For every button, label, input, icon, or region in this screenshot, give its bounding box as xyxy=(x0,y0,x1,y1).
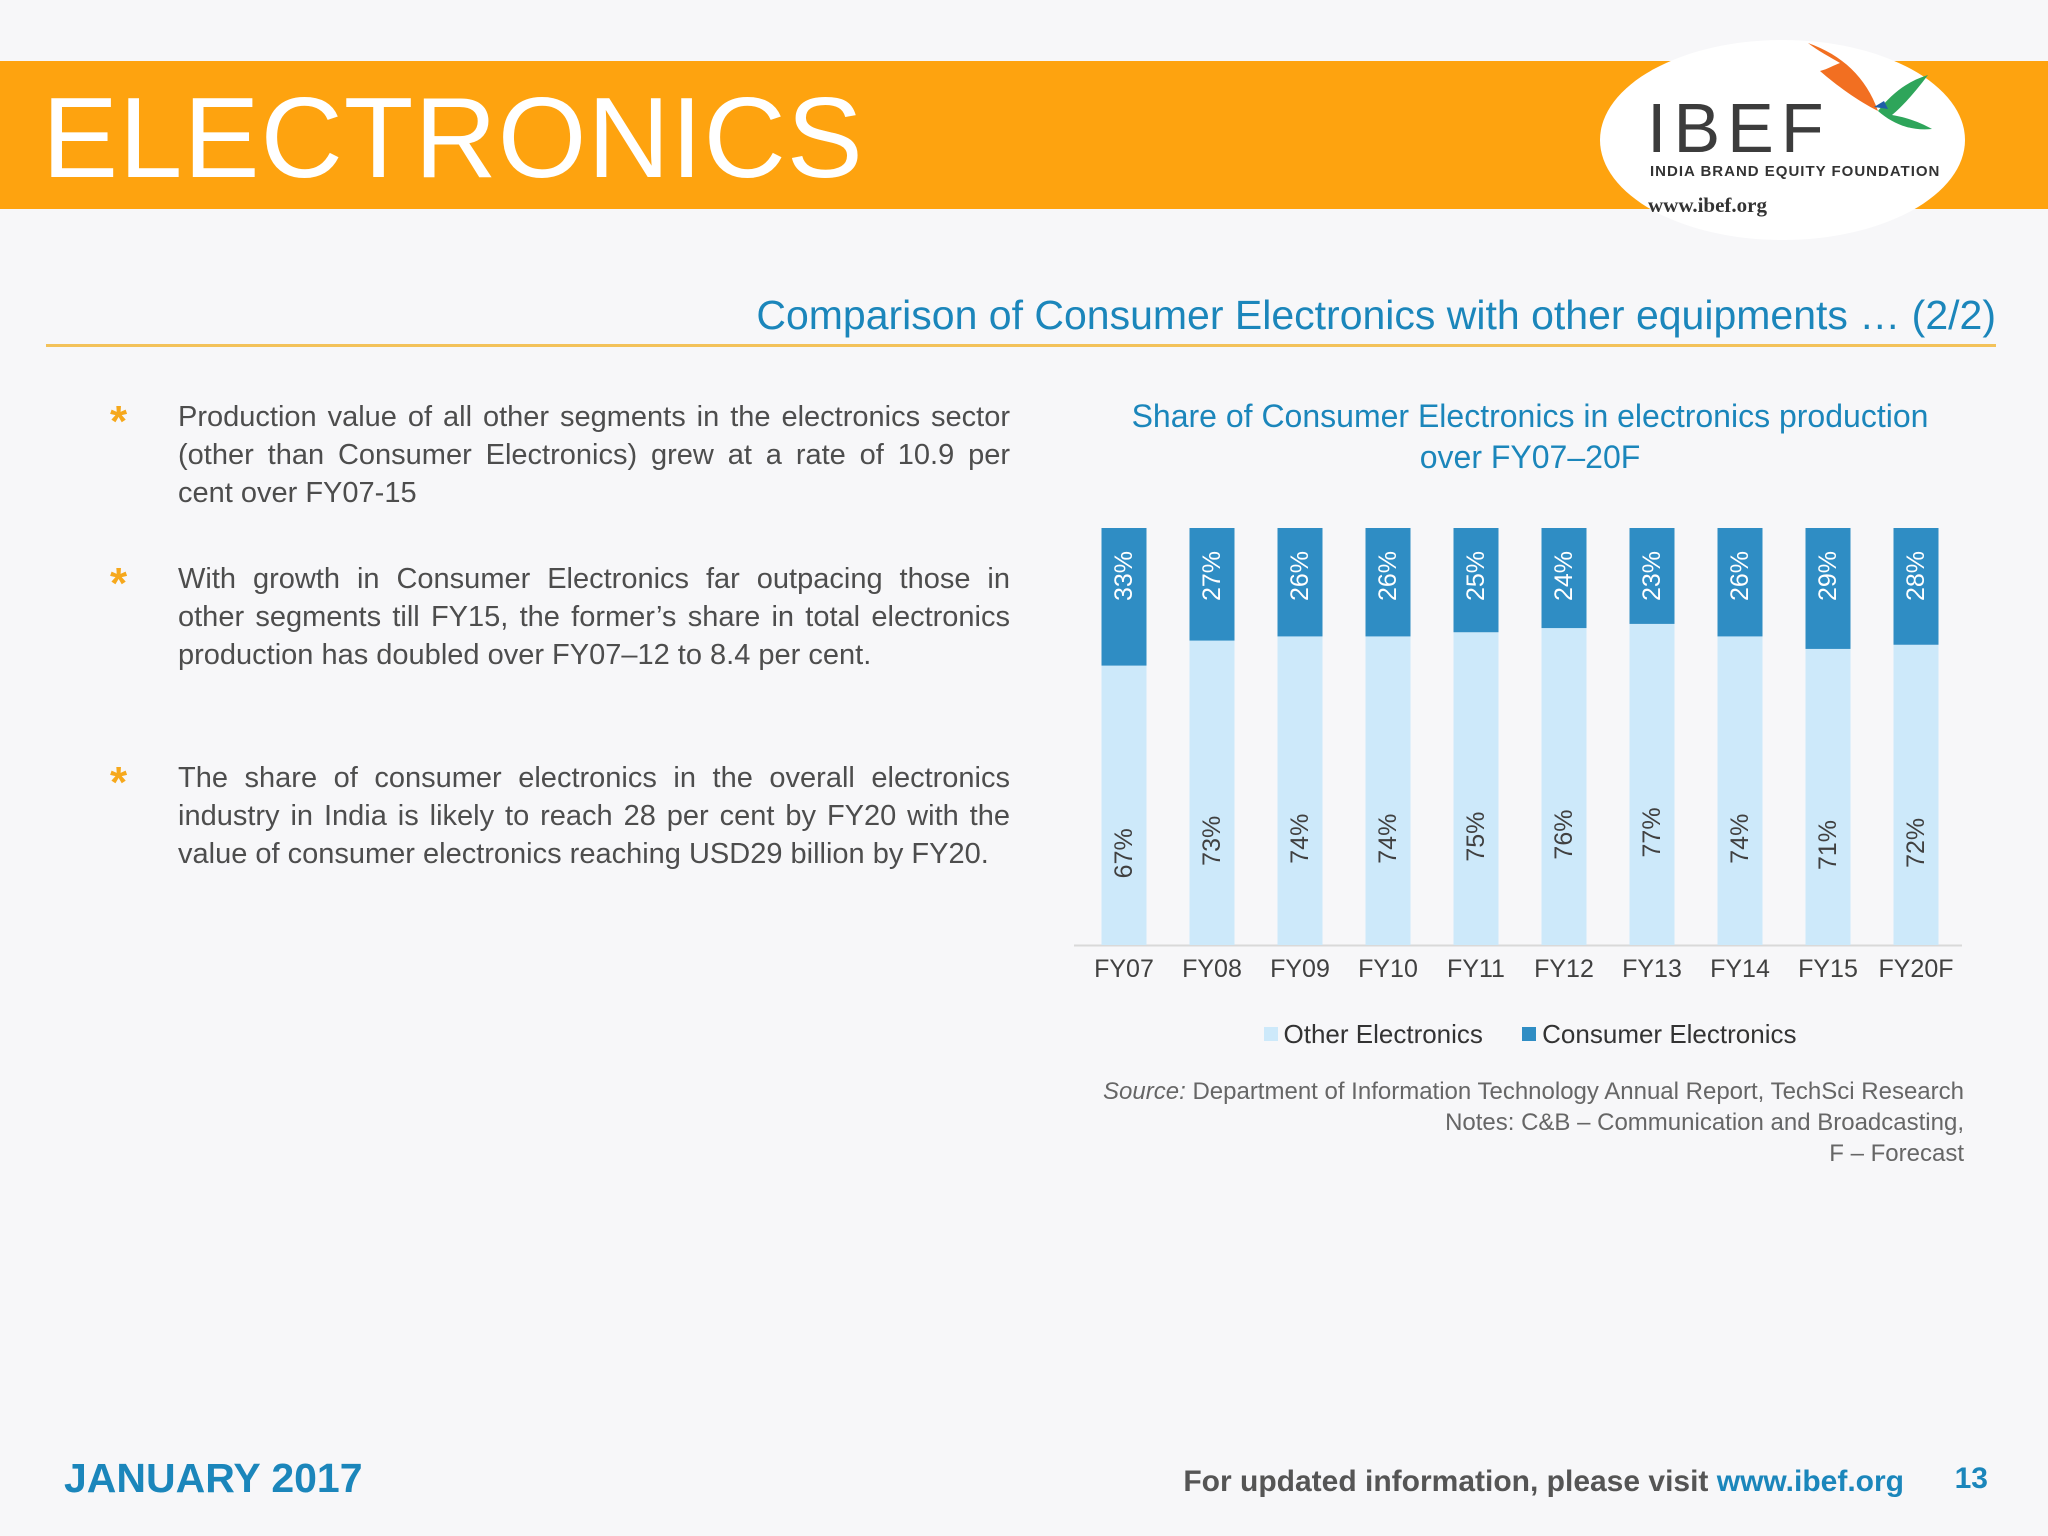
data-label-consumer-electronics-fy14: 26% xyxy=(1726,551,1754,601)
legend-item-consumer-electronics: Consumer Electronics xyxy=(1522,1017,1796,1051)
asterisk-bullet-icon: * xyxy=(110,397,128,446)
bar-other-electronics-fy12 xyxy=(1541,628,1587,945)
x-tick-label-fy11: FY11 xyxy=(1447,955,1505,983)
asterisk-bullet-icon: * xyxy=(110,559,128,608)
data-label-other-electronics-fy20f: 72% xyxy=(1902,818,1930,868)
bullet-text: Production value of all other segments i… xyxy=(178,401,1010,509)
x-tick-label-fy07: FY07 xyxy=(1094,955,1154,983)
notes-line: F – Forecast xyxy=(1829,1140,1964,1167)
data-label-other-electronics-fy13: 77% xyxy=(1638,807,1666,857)
data-label-other-electronics-fy10: 74% xyxy=(1374,814,1402,864)
bar-other-electronics-fy20f xyxy=(1893,644,1939,945)
source-text: Department of Information Technology Ann… xyxy=(1192,1078,1964,1105)
bullet-item: * Production value of all other segments… xyxy=(110,398,1010,512)
bar-other-electronics-fy11 xyxy=(1453,632,1499,945)
data-label-consumer-electronics-fy12: 24% xyxy=(1550,551,1578,601)
bar-consumer-electronics-fy07 xyxy=(1101,528,1147,666)
x-tick-label-fy20f: FY20F xyxy=(1878,955,1953,983)
bullet-item: * With growth in Consumer Electronics fa… xyxy=(110,560,1010,674)
bar-other-electronics-fy07 xyxy=(1101,665,1147,945)
legend-swatch-other-electronics xyxy=(1263,1027,1278,1042)
bar-consumer-electronics-fy12 xyxy=(1541,528,1587,629)
x-tick-label-fy15: FY15 xyxy=(1798,955,1858,983)
chart-title: Share of Consumer Electronics in electro… xyxy=(1131,398,1929,475)
data-label-consumer-electronics-fy15: 29% xyxy=(1814,551,1842,601)
data-label-consumer-electronics-fy13: 23% xyxy=(1638,551,1666,601)
bar-consumer-electronics-fy20f xyxy=(1893,528,1939,645)
notes-line: Notes: C&B – Communication and Broadcast… xyxy=(1445,1109,1964,1136)
section-title: Comparison of Consumer Electronics with … xyxy=(756,292,1996,338)
data-label-other-electronics-fy12: 76% xyxy=(1550,810,1578,860)
bar-consumer-electronics-fy11 xyxy=(1453,528,1499,633)
data-label-other-electronics-fy08: 73% xyxy=(1198,816,1226,866)
data-label-consumer-electronics-fy11: 25% xyxy=(1462,551,1490,601)
logo-badge xyxy=(1600,40,1965,240)
bird-logo-icon xyxy=(1808,43,1932,130)
chart-legend: Other Electronics Consumer Electronics xyxy=(1130,1017,1930,1051)
bar-other-electronics-fy08 xyxy=(1189,640,1235,945)
bullet-text: The share of consumer electronics in the… xyxy=(178,762,1010,870)
logo-subtitle: INDIA BRAND EQUITY FOUNDATION xyxy=(1650,163,1941,180)
data-label-other-electronics-fy11: 75% xyxy=(1462,812,1490,862)
bar-consumer-electronics-fy13 xyxy=(1629,528,1675,624)
bar-consumer-electronics-fy09 xyxy=(1277,528,1323,637)
title-divider xyxy=(46,344,1996,347)
asterisk-bullet-icon: * xyxy=(110,758,128,807)
bullet-item: * The share of consumer electronics in t… xyxy=(110,759,1010,873)
source-note: Source: Department of Information Techno… xyxy=(964,1076,1964,1169)
x-tick-label-fy08: FY08 xyxy=(1182,955,1242,983)
legend-label: Consumer Electronics xyxy=(1542,1019,1797,1049)
x-tick-label-fy13: FY13 xyxy=(1622,955,1682,983)
data-label-other-electronics-fy09: 74% xyxy=(1286,814,1314,864)
page-title: ELECTRONICS xyxy=(42,75,864,202)
page-number: 13 xyxy=(1954,1462,1988,1495)
legend-label: Other Electronics xyxy=(1283,1019,1483,1049)
x-tick-label-fy14: FY14 xyxy=(1710,955,1770,983)
legend-item-other-electronics: Other Electronics xyxy=(1263,1017,1483,1051)
bar-other-electronics-fy09 xyxy=(1277,636,1323,945)
x-tick-label-fy09: FY09 xyxy=(1270,955,1330,983)
logo-wordmark: IBEF xyxy=(1647,89,1831,167)
data-label-other-electronics-fy15: 71% xyxy=(1814,820,1842,870)
footer-note-text: For updated information, please visit xyxy=(1183,1465,1709,1498)
bar-consumer-electronics-fy10 xyxy=(1365,528,1411,637)
footer-link[interactable]: www.ibef.org xyxy=(1716,1465,1904,1498)
footer-date: JANUARY 2017 xyxy=(64,1455,363,1501)
bar-other-electronics-fy15 xyxy=(1805,648,1851,945)
bullet-text: With growth in Consumer Electronics far … xyxy=(178,563,1010,671)
data-label-consumer-electronics-fy10: 26% xyxy=(1374,551,1402,601)
data-label-consumer-electronics-fy07: 33% xyxy=(1110,551,1138,601)
logo-url[interactable]: www.ibef.org xyxy=(1648,193,1767,217)
x-tick-label-fy12: FY12 xyxy=(1534,955,1594,983)
bar-other-electronics-fy13 xyxy=(1629,623,1675,945)
bar-other-electronics-fy14 xyxy=(1717,636,1763,945)
legend-swatch-consumer-electronics xyxy=(1522,1027,1537,1042)
data-label-consumer-electronics-fy08: 27% xyxy=(1198,551,1226,601)
data-label-other-electronics-fy07: 67% xyxy=(1110,828,1138,878)
data-label-consumer-electronics-fy09: 26% xyxy=(1286,551,1314,601)
bar-consumer-electronics-fy14 xyxy=(1717,528,1763,637)
footer-note: For updated information, please visit ww… xyxy=(1183,1463,1904,1501)
bar-consumer-electronics-fy15 xyxy=(1805,528,1851,649)
stacked-bar-chart: 67% 33% FY07 73% 27% FY08 74% 26% FY09 74% 26% FY10… xyxy=(1074,528,1962,983)
data-label-other-electronics-fy14: 74% xyxy=(1726,814,1754,864)
data-label-consumer-electronics-fy20f: 28% xyxy=(1902,551,1930,601)
bar-consumer-electronics-fy08 xyxy=(1189,528,1235,641)
x-tick-label-fy10: FY10 xyxy=(1358,955,1418,983)
source-label: Source: xyxy=(1103,1078,1186,1105)
bar-other-electronics-fy10 xyxy=(1365,636,1411,945)
